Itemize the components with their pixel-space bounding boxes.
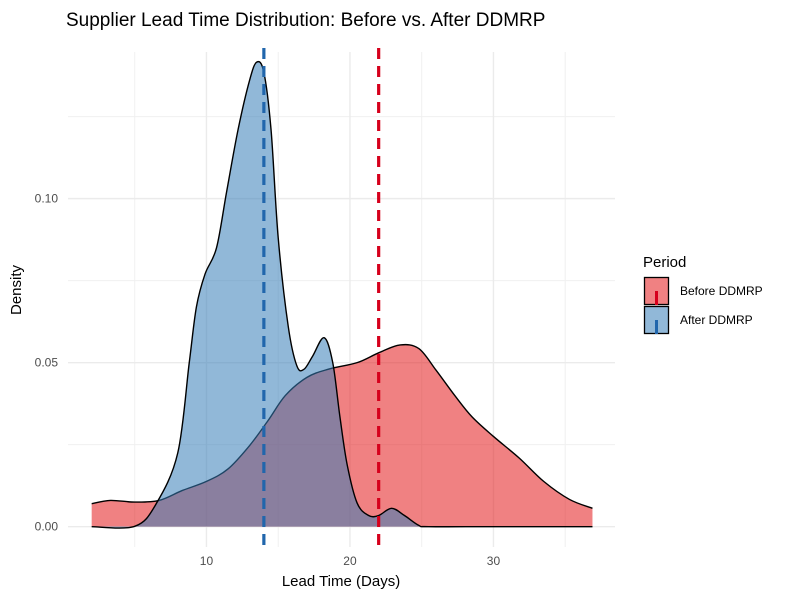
legend: Period Before DDMRP After DDMRP: [643, 254, 763, 335]
x-tick-label: 10: [200, 554, 214, 568]
density-area-after-ddmrp: [91, 61, 593, 529]
y-tick-label: 0.10: [35, 192, 59, 206]
x-tick-label: 30: [487, 554, 501, 568]
legend-title: Period: [643, 254, 686, 271]
density-line-after-ddmrp: [91, 60, 593, 529]
legend-label: Before DDMRP: [680, 284, 763, 298]
density-areas: [91, 60, 593, 529]
x-axis-ticks: 10 20 30: [200, 554, 501, 568]
y-axis-ticks: 0.00 0.05 0.10: [35, 192, 59, 534]
y-axis-title: Density: [8, 264, 25, 315]
y-tick-label: 0.05: [35, 356, 59, 370]
x-axis-title: Lead Time (Days): [282, 573, 400, 590]
x-tick-label: 20: [343, 554, 357, 568]
mean-lines: [262, 48, 381, 547]
legend-label: After DDMRP: [680, 313, 753, 327]
chart-title: Supplier Lead Time Distribution: Before …: [66, 10, 545, 31]
y-tick-label: 0.00: [35, 520, 59, 534]
